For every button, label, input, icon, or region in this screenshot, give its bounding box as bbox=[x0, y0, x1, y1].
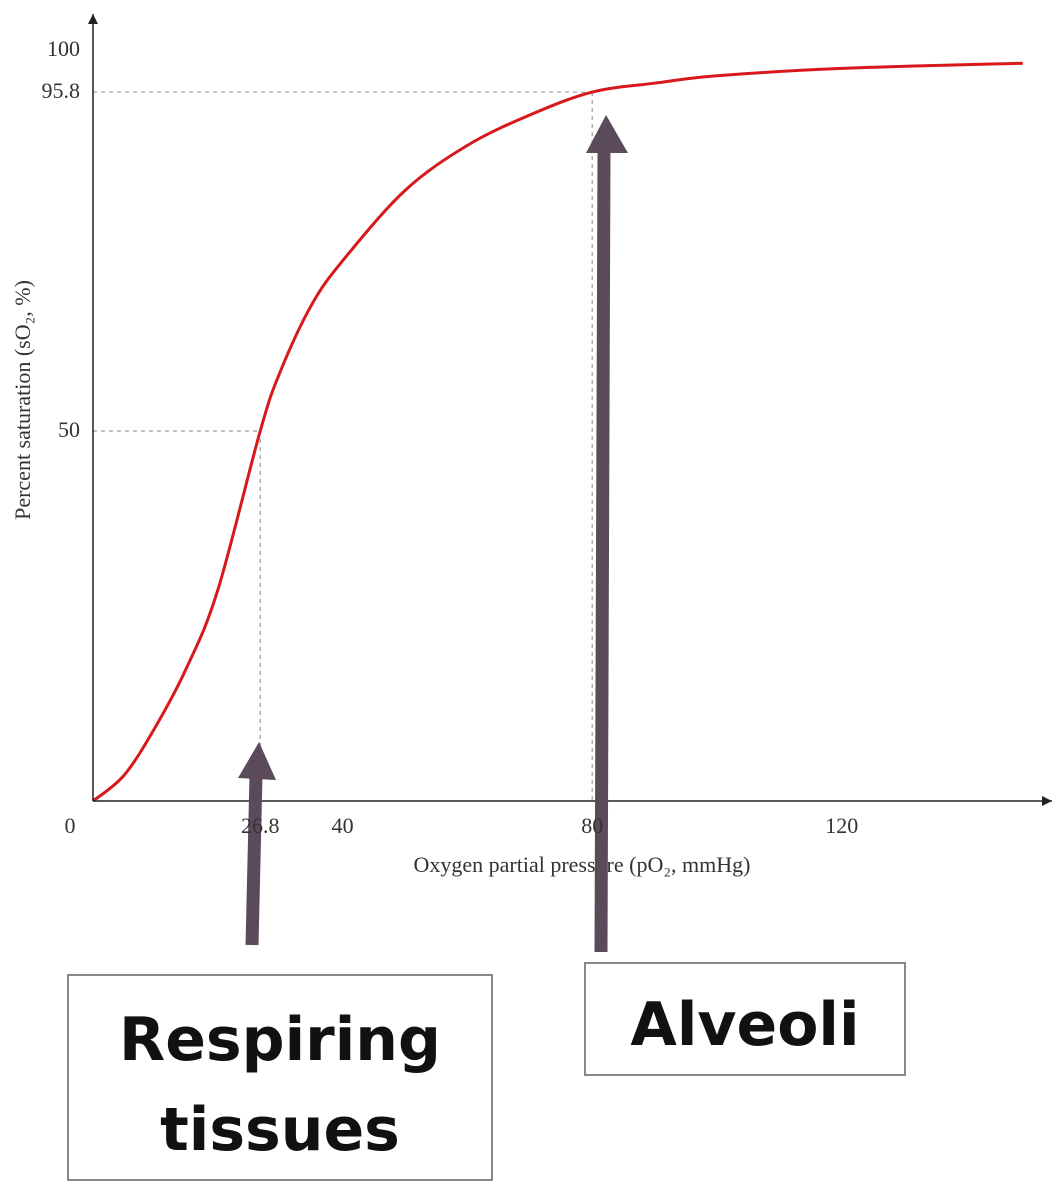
x-tick-label: 26.8 bbox=[241, 813, 280, 838]
annotation-box bbox=[67, 974, 493, 1181]
curve bbox=[92, 61, 1023, 803]
arrow-head bbox=[586, 115, 628, 153]
arrow-head bbox=[238, 742, 276, 780]
x-axis-label: Oxygen partial pressure (pO₂, mmHg) bbox=[414, 852, 751, 877]
x-tick-label: 0 bbox=[65, 813, 76, 838]
y-tick-label: 95.8 bbox=[42, 78, 81, 103]
x-tick-label: 120 bbox=[825, 813, 858, 838]
annotation-box bbox=[584, 962, 906, 1076]
y-axis-label: Percent saturation (sO₂, %) bbox=[10, 280, 35, 520]
arrow-shaft bbox=[594, 149, 611, 953]
x-tick-label: 40 bbox=[332, 813, 354, 838]
y-tick-label: 50 bbox=[58, 417, 80, 442]
arrow-shaft bbox=[245, 774, 263, 946]
annotation: Alveoli bbox=[630, 990, 859, 1060]
x-tick-label: 80 bbox=[581, 813, 603, 838]
plot bbox=[92, 61, 1023, 803]
y-tick-label: 100 bbox=[47, 36, 80, 61]
annotations: Respiring tissues Alveoli bbox=[119, 990, 860, 1165]
annotation: Respiring tissues bbox=[119, 1005, 441, 1165]
annotation-line: tissues bbox=[160, 1095, 400, 1165]
annotation-line: Respiring bbox=[119, 1005, 441, 1075]
